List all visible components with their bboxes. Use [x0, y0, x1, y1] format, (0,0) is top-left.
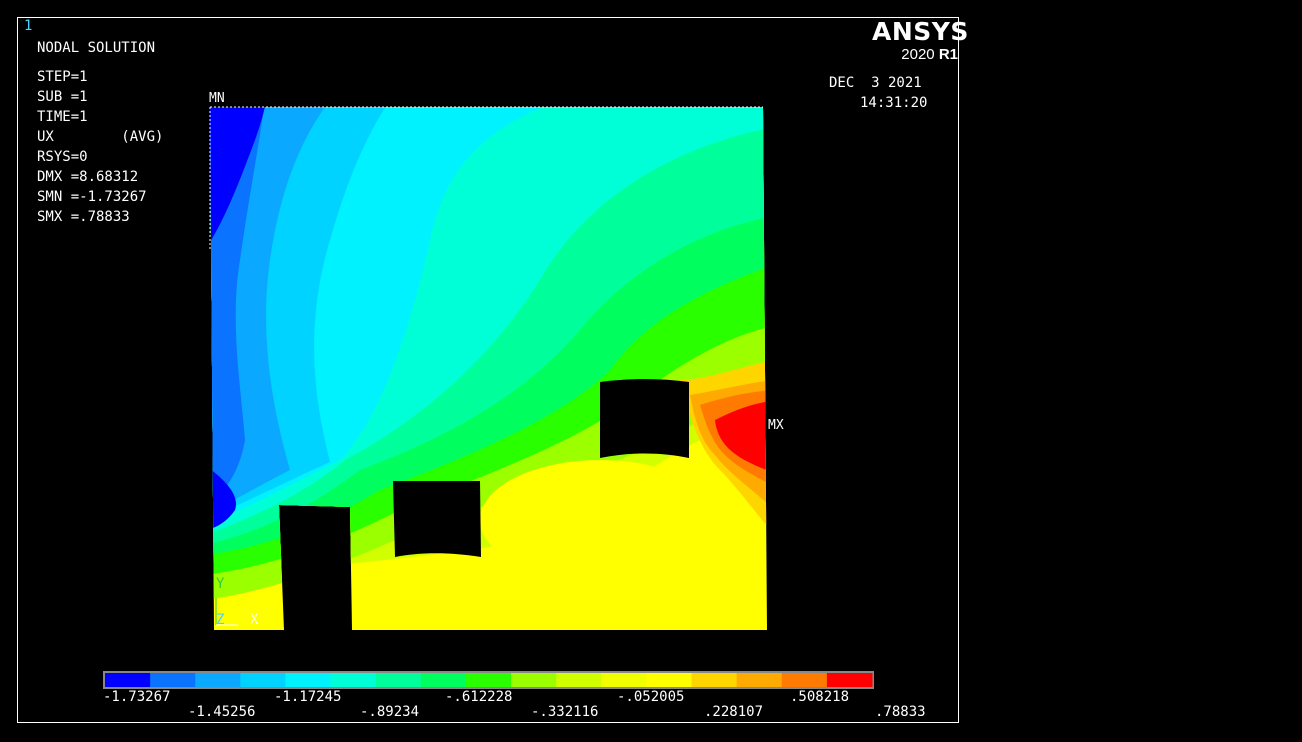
date-label: DEC 3 2021 — [829, 75, 922, 91]
legend-swatch-17 — [826, 673, 873, 687]
contour-field — [210, 107, 767, 630]
step-label: STEP=1 — [37, 69, 88, 85]
ansys-logo: ANSYS 2020 R1 — [872, 17, 969, 64]
legend-swatch-14 — [691, 673, 738, 687]
triad-z-label: Z — [216, 612, 225, 628]
legend-swatch-12 — [601, 673, 647, 687]
triad-y-label: Y — [216, 576, 225, 592]
legend-swatch-9 — [465, 673, 512, 687]
logo-version-year: 2020 — [901, 46, 935, 63]
legend-label-bottom-4: .228107 — [704, 704, 764, 720]
legend-label-bottom-5: .78833 — [875, 704, 926, 720]
legend-swatch-7 — [375, 673, 422, 687]
legend-label-top-3: -.612228 — [445, 689, 513, 705]
legend-label-bottom-1: -1.45256 — [188, 704, 256, 720]
legend-swatch-13 — [646, 673, 693, 687]
legend-label-bottom-2: -.89234 — [360, 704, 420, 720]
right-hole — [600, 379, 689, 458]
legend-label-top-2: -1.17245 — [274, 689, 342, 705]
triad-x-label: X — [250, 612, 259, 628]
component-label: UX (AVG) — [37, 129, 164, 145]
time-label: TIME=1 — [37, 109, 88, 125]
substep-label: SUB =1 — [37, 89, 88, 105]
legend-swatch-3 — [195, 673, 241, 687]
dmx-label: DMX =8.68312 — [37, 169, 139, 185]
legend-label-bottom-3: -.332116 — [531, 704, 599, 720]
legend-label-top-1: -1.73267 — [103, 689, 171, 705]
smn-label: SMN =-1.73267 — [37, 189, 147, 205]
legend-swatch-1 — [105, 673, 151, 687]
legend-swatch-5 — [285, 673, 332, 687]
legend-swatch-10 — [511, 673, 557, 687]
logo-brand: ANSYS — [872, 17, 969, 46]
legend-swatch-2 — [150, 673, 196, 687]
legend-swatch-11 — [556, 673, 602, 687]
logo-version-release: R1 — [938, 46, 958, 63]
rsys-label: RSYS=0 — [37, 149, 88, 165]
legend-label-top-5: .508218 — [790, 689, 850, 705]
legend-swatch-15 — [736, 673, 783, 687]
legend-label-top-4: -.052005 — [617, 689, 685, 705]
graphics-window-frame — [17, 17, 959, 723]
logo-version: 2020 R1 — [872, 46, 958, 64]
solution-title: NODAL SOLUTION — [37, 40, 156, 56]
legend-swatch-8 — [420, 673, 467, 687]
time-of-day-label: 14:31:20 — [860, 95, 928, 111]
min-marker: MN — [209, 91, 225, 106]
legend-swatch-16 — [781, 673, 828, 687]
middle-hole — [393, 481, 481, 557]
legend-color-bar — [103, 671, 874, 689]
legend-swatch-6 — [330, 673, 377, 687]
max-marker: MX — [768, 418, 784, 433]
legend-swatch-4 — [240, 673, 286, 687]
window-number: 1 — [24, 18, 33, 34]
smx-label: SMX =.78833 — [37, 209, 130, 225]
